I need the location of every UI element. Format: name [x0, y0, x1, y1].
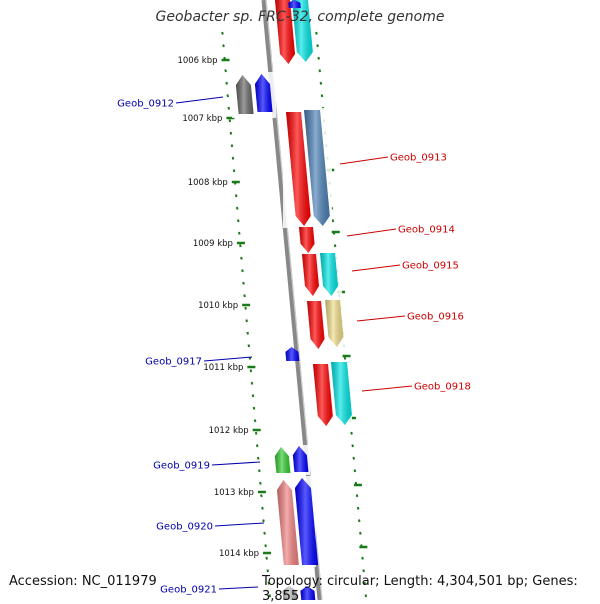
gene-leader-line: [218, 586, 259, 590]
gene-arrow-geob-0914[interactable]: [299, 227, 315, 253]
gene-label[interactable]: Geob_0921: [160, 585, 217, 596]
gene-label[interactable]: Geob_0916: [407, 312, 464, 323]
scale-label: 1006 kbp: [177, 56, 217, 66]
scale-label: 1013 kbp: [214, 488, 254, 498]
gene-arrow-bottom-blue[interactable]: [300, 586, 316, 600]
gene-arrow-geob-0918[interactable]: [313, 364, 333, 426]
gene-leader-line: [351, 264, 401, 272]
gene-arrow-geob-0916[interactable]: [307, 301, 325, 349]
scale-label: 1010 kbp: [198, 301, 238, 311]
gene-arrow-geob-0912-gray[interactable]: [235, 75, 254, 114]
gene-leader-line: [203, 356, 253, 362]
label-layer: Geob_0912 Geob_0917 Geob_0919 Geob_0920 Geob…: [117, 96, 471, 596]
gene-label[interactable]: Geob_0912: [117, 99, 174, 110]
gene-arrow-geob-0915-b[interactable]: [320, 253, 339, 296]
gene-arrow-geob-0913[interactable]: [286, 112, 311, 226]
gene-arrow-geob-0920-pink[interactable]: [276, 480, 299, 565]
gene-label[interactable]: Geob_0915: [402, 261, 459, 272]
accession-text: Accession: NC_011979: [9, 574, 157, 589]
genome-title: Geobacter sp. FRC-32, complete genome: [155, 9, 445, 25]
gene-label[interactable]: Geob_0914: [398, 225, 455, 236]
scale-label: 1012 kbp: [209, 426, 249, 436]
gene-label[interactable]: Geob_0920: [156, 522, 213, 533]
gene-arrow-geob-0916-b[interactable]: [325, 300, 344, 347]
gene-label[interactable]: Geob_0919: [153, 461, 210, 472]
gene-leader-line: [339, 156, 389, 165]
gene-arrow-bottom-gray[interactable]: [282, 586, 298, 600]
gene-leader-line: [214, 522, 265, 527]
gene-leader-line: [356, 315, 406, 322]
gene-label[interactable]: Geob_0917: [145, 357, 202, 368]
gene-arrow-geob-0913-b[interactable]: [304, 110, 330, 226]
gene-leader-line: [346, 228, 397, 237]
scale-label: 1008 kbp: [188, 178, 228, 188]
gene-label[interactable]: Geob_0918: [414, 382, 471, 393]
scale-label: 1014 kbp: [219, 549, 259, 559]
gene-arrow-geob-0917[interactable]: [285, 347, 300, 361]
scale-label: 1007 kbp: [182, 114, 222, 124]
gene-arrow-geob-0919-green[interactable]: [274, 447, 291, 473]
scale-label: 1011 kbp: [203, 363, 243, 373]
gene-arrow-geob-0912[interactable]: [254, 74, 273, 112]
gene-leader-line: [361, 385, 413, 392]
gene-arrow-geob-0919[interactable]: [292, 446, 309, 472]
gene-arrow-blue-top[interactable]: [288, 0, 301, 8]
gene-arrow-red-top[interactable]: [275, 0, 296, 64]
scale-label: 1009 kbp: [193, 239, 233, 249]
gene-arrow-cyan-top[interactable]: [292, 0, 313, 62]
gene-arrow-geob-0915[interactable]: [302, 254, 319, 296]
gene-arrow-geob-0920[interactable]: [294, 478, 319, 565]
gene-leader-line: [175, 96, 224, 104]
gene-layer: [232, 0, 352, 600]
gene-label[interactable]: Geob_0913: [390, 153, 447, 164]
gene-arrow-geob-0918-b[interactable]: [331, 362, 352, 425]
gene-leader-line: [211, 461, 261, 466]
